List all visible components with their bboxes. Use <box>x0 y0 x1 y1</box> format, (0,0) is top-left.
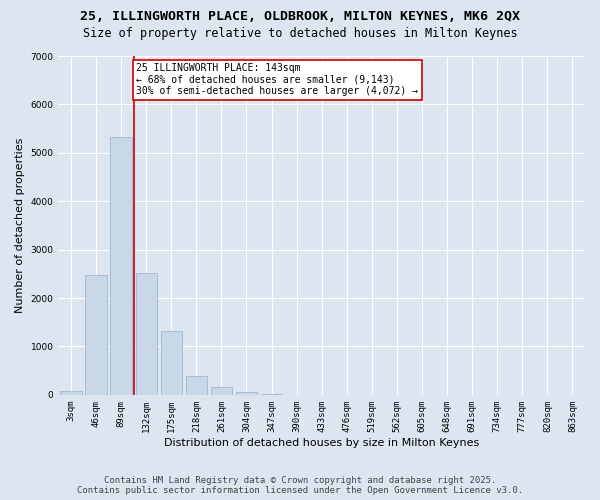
Bar <box>185 376 207 395</box>
Text: 25 ILLINGWORTH PLACE: 143sqm
← 68% of detached houses are smaller (9,143)
30% of: 25 ILLINGWORTH PLACE: 143sqm ← 68% of de… <box>136 64 418 96</box>
Text: Size of property relative to detached houses in Milton Keynes: Size of property relative to detached ho… <box>83 28 517 40</box>
Bar <box>161 331 182 395</box>
Bar <box>136 273 157 395</box>
Bar <box>85 275 107 395</box>
Bar <box>211 386 232 395</box>
Bar <box>236 392 257 395</box>
Bar <box>60 391 82 395</box>
Text: 25, ILLINGWORTH PLACE, OLDBROOK, MILTON KEYNES, MK6 2QX: 25, ILLINGWORTH PLACE, OLDBROOK, MILTON … <box>80 10 520 23</box>
Bar <box>110 138 132 395</box>
Text: Contains HM Land Registry data © Crown copyright and database right 2025.
Contai: Contains HM Land Registry data © Crown c… <box>77 476 523 495</box>
X-axis label: Distribution of detached houses by size in Milton Keynes: Distribution of detached houses by size … <box>164 438 479 448</box>
Y-axis label: Number of detached properties: Number of detached properties <box>15 138 25 313</box>
